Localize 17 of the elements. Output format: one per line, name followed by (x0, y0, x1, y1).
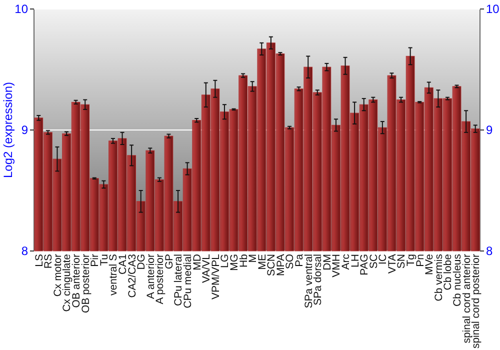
x-tick-label: CA2/CA3 (126, 254, 138, 298)
x-tick-label: CPu medial (182, 254, 194, 308)
y2-tick-label: 10 (486, 2, 500, 16)
x-tick-label: spinal cord posterior (470, 253, 482, 349)
y-tick-label: 9 (21, 123, 28, 138)
x-tick-label: MD (191, 254, 204, 270)
x-tick-label: MVe (424, 254, 436, 276)
y-tick-label: 8 (21, 244, 28, 258)
y2-tick-label: 9 (486, 123, 493, 138)
x-tick-label: OB posterior (80, 254, 92, 313)
x-tick-label: Hb (238, 254, 250, 268)
x-tick-label: LH (349, 254, 362, 268)
x-tick-label: LS (33, 254, 46, 267)
y2-tick-label: 8 (486, 244, 493, 258)
y-tick-label: 10 (14, 2, 28, 16)
x-tick-label: spinal cord anterior (460, 253, 473, 344)
y-axis-title: Log2 (expression) (1, 82, 15, 178)
